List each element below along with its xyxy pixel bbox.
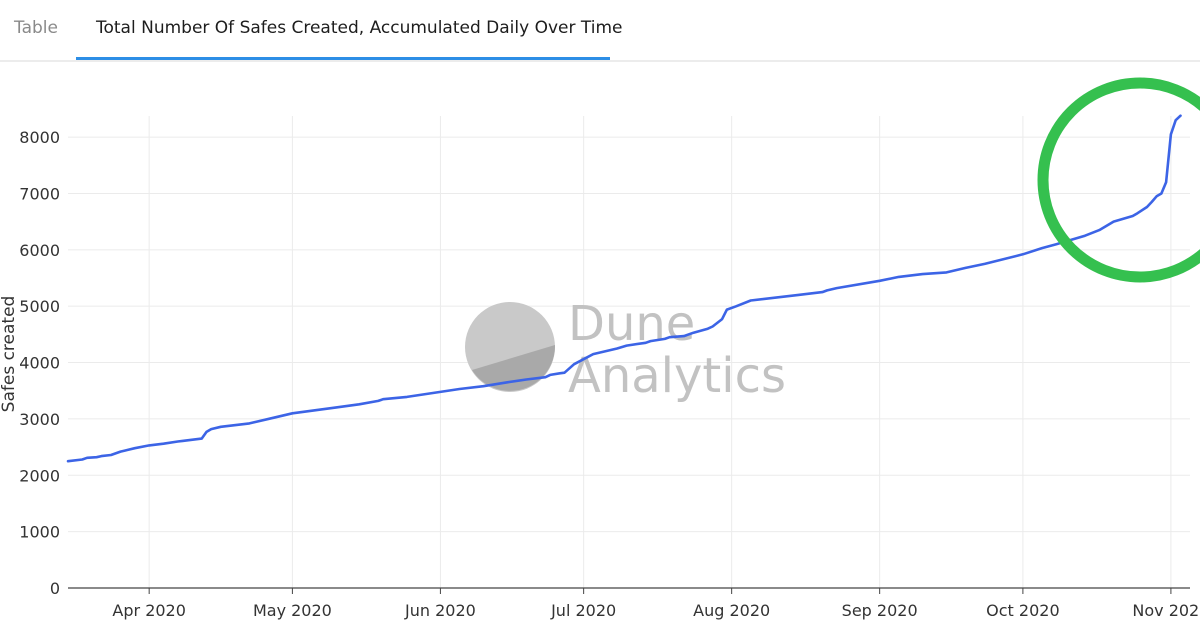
x-tick-label: Jul 2020: [550, 601, 616, 620]
x-tick-label: Apr 2020: [112, 601, 185, 620]
watermark-line1: Dune: [568, 296, 695, 352]
tab-table[interactable]: Table: [14, 18, 58, 38]
dune-analytics-watermark: Dune Analytics: [465, 296, 786, 404]
y-tick-label: 3000: [19, 410, 60, 429]
x-tick-label: Oct 2020: [986, 601, 1059, 620]
y-tick-label: 7000: [19, 184, 60, 203]
y-tick-label: 6000: [19, 241, 60, 260]
series-line-safes-created: [66, 114, 1182, 463]
x-tick-label: Jun 2020: [404, 601, 476, 620]
highlight-circle-annotation: [1037, 77, 1200, 283]
y-tick-label: 0: [50, 579, 60, 598]
y-tick-label: 4000: [19, 354, 60, 373]
grid-lines: [68, 116, 1190, 594]
y-tick-label: 2000: [19, 466, 60, 485]
y-tick-label: 5000: [19, 297, 60, 316]
x-axis-tick-labels: Apr 2020 May 2020 Jun 2020 Jul 2020 Aug 2020…: [112, 601, 1200, 620]
y-tick-label: 1000: [19, 523, 60, 542]
y-axis-title: Safes created: [0, 296, 19, 413]
tab-bar: Table Total Number Of Safes Created, Acc…: [0, 0, 1200, 62]
x-tick-label: Aug 2020: [693, 601, 770, 620]
watermark-line2: Analytics: [568, 348, 786, 404]
tab-safes-chart[interactable]: Total Number Of Safes Created, Accumulat…: [96, 18, 623, 38]
line-chart: Dune Analytics 0 1000 2000 3000 4000 5000 6000…: [0, 77, 1200, 620]
x-tick-label: Nov 2020: [1132, 601, 1200, 620]
active-tab-indicator: [76, 57, 610, 60]
y-axis-tick-labels: 0 1000 2000 3000 4000 5000 6000 7000 8000: [19, 128, 60, 598]
x-tick-label: Sep 2020: [842, 601, 918, 620]
x-tick-label: May 2020: [253, 601, 332, 620]
y-tick-label: 8000: [19, 128, 60, 147]
